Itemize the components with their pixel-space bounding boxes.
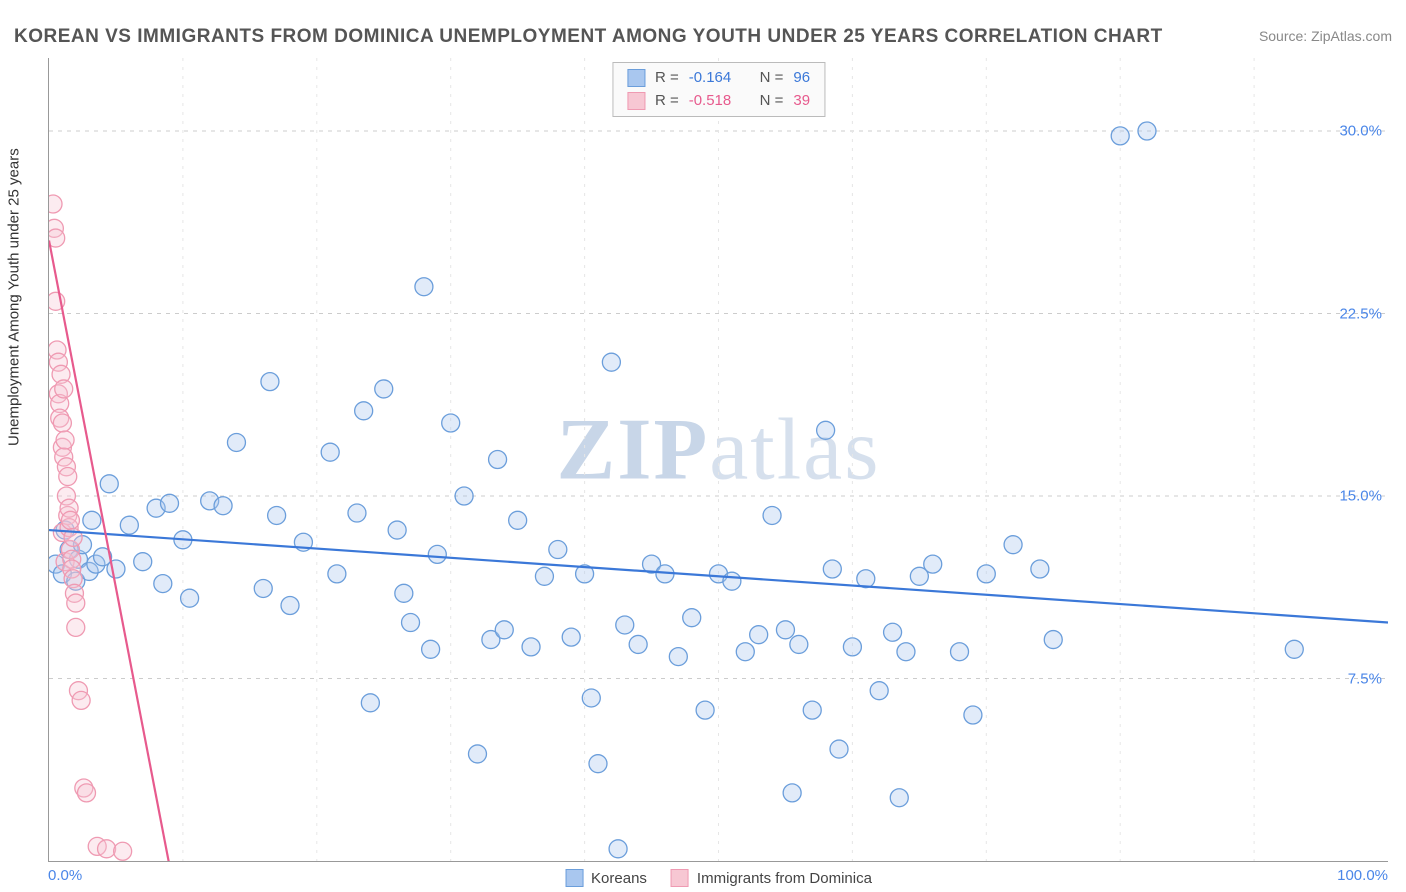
r-label: R = <box>655 90 679 113</box>
source-prefix: Source: <box>1259 28 1311 44</box>
legend-label: Immigrants from Dominica <box>697 870 872 887</box>
r-label: R = <box>655 67 679 90</box>
stats-row: R = -0.164 N = 96 <box>627 67 810 90</box>
legend-swatch <box>565 869 583 887</box>
y-tick-label: 7.5% <box>1348 670 1382 687</box>
x-axis-min-label: 0.0% <box>48 867 82 884</box>
scatter-svg <box>49 58 1388 861</box>
y-tick-label: 30.0% <box>1339 123 1382 140</box>
r-value: -0.518 <box>689 90 732 113</box>
legend-item: Koreans <box>565 869 647 887</box>
stats-row: R = -0.518 N = 39 <box>627 90 810 113</box>
y-tick-label: 22.5% <box>1339 305 1382 322</box>
source-link[interactable]: ZipAtlas.com <box>1311 28 1392 44</box>
r-value: -0.164 <box>689 67 732 90</box>
legend-swatch <box>671 869 689 887</box>
n-label: N = <box>760 67 784 90</box>
y-tick-label: 15.0% <box>1339 488 1382 505</box>
n-value: 96 <box>793 67 810 90</box>
n-value: 39 <box>793 90 810 113</box>
x-axis-max-label: 100.0% <box>1337 867 1388 884</box>
series-legend: Koreans Immigrants from Dominica <box>565 869 872 887</box>
plot-area: ZIPatlas R = -0.164 N = 96R = -0.518 N =… <box>48 58 1388 862</box>
correlation-stats-box: R = -0.164 N = 96R = -0.518 N = 39 <box>612 62 825 117</box>
legend-label: Koreans <box>591 870 647 887</box>
source-attribution: Source: ZipAtlas.com <box>1259 28 1392 44</box>
series-swatch <box>627 69 645 87</box>
chart-title: KOREAN VS IMMIGRANTS FROM DOMINICA UNEMP… <box>14 26 1163 48</box>
n-label: N = <box>760 90 784 113</box>
series-swatch <box>627 92 645 110</box>
legend-item: Immigrants from Dominica <box>671 869 872 887</box>
y-axis-label: Unemployment Among Youth under 25 years <box>6 148 23 446</box>
